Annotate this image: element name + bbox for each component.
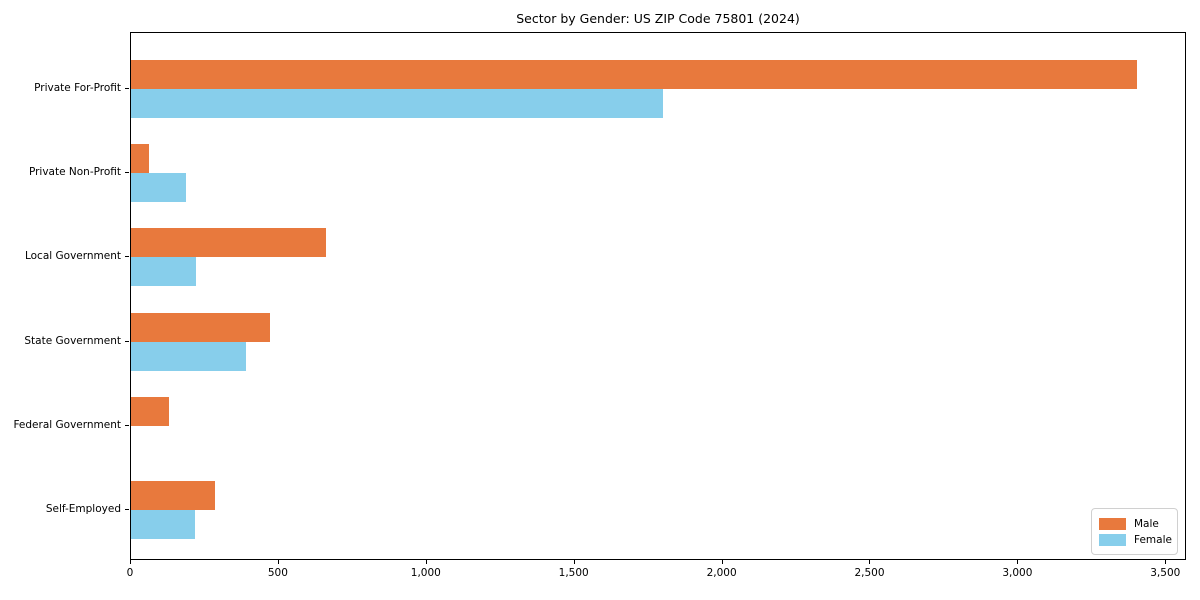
bar-female-local-government xyxy=(131,257,196,287)
y-tick-mark xyxy=(125,424,129,426)
x-tick-label-2500: 2,500 xyxy=(854,567,885,579)
y-tick-label-state-government: State Government xyxy=(24,334,121,347)
x-tick-mark xyxy=(573,560,575,564)
x-tick-label-0: 0 xyxy=(126,567,134,579)
x-tick-label-1000: 1,000 xyxy=(410,567,441,579)
y-tick-label-private-for-profit: Private For-Profit xyxy=(34,82,121,94)
bar-female-private-non-profit xyxy=(131,173,186,203)
x-tick-mark xyxy=(869,560,871,564)
plot-area xyxy=(130,32,1186,560)
bar-male-self-employed xyxy=(131,481,215,510)
x-tick-label-500: 500 xyxy=(267,567,288,579)
bar-female-self-employed xyxy=(131,510,195,539)
y-tick-label-self-employed: Self-Employed xyxy=(45,503,121,515)
bar-female-state-government xyxy=(131,341,246,371)
y-tick-label-local-government: Local Government xyxy=(24,250,121,263)
female-series-swatch xyxy=(1099,533,1126,546)
y-tick-mark xyxy=(125,88,129,89)
x-tick-label-2000: 2,000 xyxy=(706,567,737,579)
legend-entry-female: Female xyxy=(1099,533,1172,546)
bar-male-state-government xyxy=(131,312,270,342)
male-series-swatch xyxy=(1099,517,1126,530)
x-tick-mark xyxy=(721,560,723,564)
x-tick-mark xyxy=(425,560,427,564)
bar-male-private-for-profit xyxy=(131,60,1137,89)
bar-male-federal-government xyxy=(131,396,169,426)
x-tick-mark xyxy=(1165,560,1167,564)
x-tick-label-3500: 3,500 xyxy=(1150,567,1181,579)
x-tick-label-1500: 1,500 xyxy=(558,567,589,579)
x-tick-mark xyxy=(1017,560,1019,564)
legend-entry-male: Male xyxy=(1099,517,1170,530)
x-tick-mark xyxy=(130,560,131,564)
legend-label-male: Male xyxy=(1134,517,1159,530)
bar-female-private-for-profit xyxy=(131,89,663,118)
bar-male-private-non-profit xyxy=(131,144,149,174)
y-tick-mark xyxy=(125,340,129,342)
y-tick-mark xyxy=(125,256,129,258)
x-tick-label-3000: 3,000 xyxy=(1002,567,1033,579)
bar-male-local-government xyxy=(131,228,326,258)
y-tick-mark xyxy=(125,509,129,510)
y-tick-mark xyxy=(125,172,129,174)
x-tick-mark xyxy=(277,560,279,564)
y-tick-label-private-non-profit: Private Non-Profit xyxy=(28,166,121,179)
legend-label-female: Female xyxy=(1134,533,1172,546)
y-tick-label-federal-government: Federal Government xyxy=(13,418,121,431)
chart-title: Sector by Gender: US ZIP Code 75801 (202… xyxy=(516,11,800,26)
legend: Male Female xyxy=(1091,508,1178,555)
